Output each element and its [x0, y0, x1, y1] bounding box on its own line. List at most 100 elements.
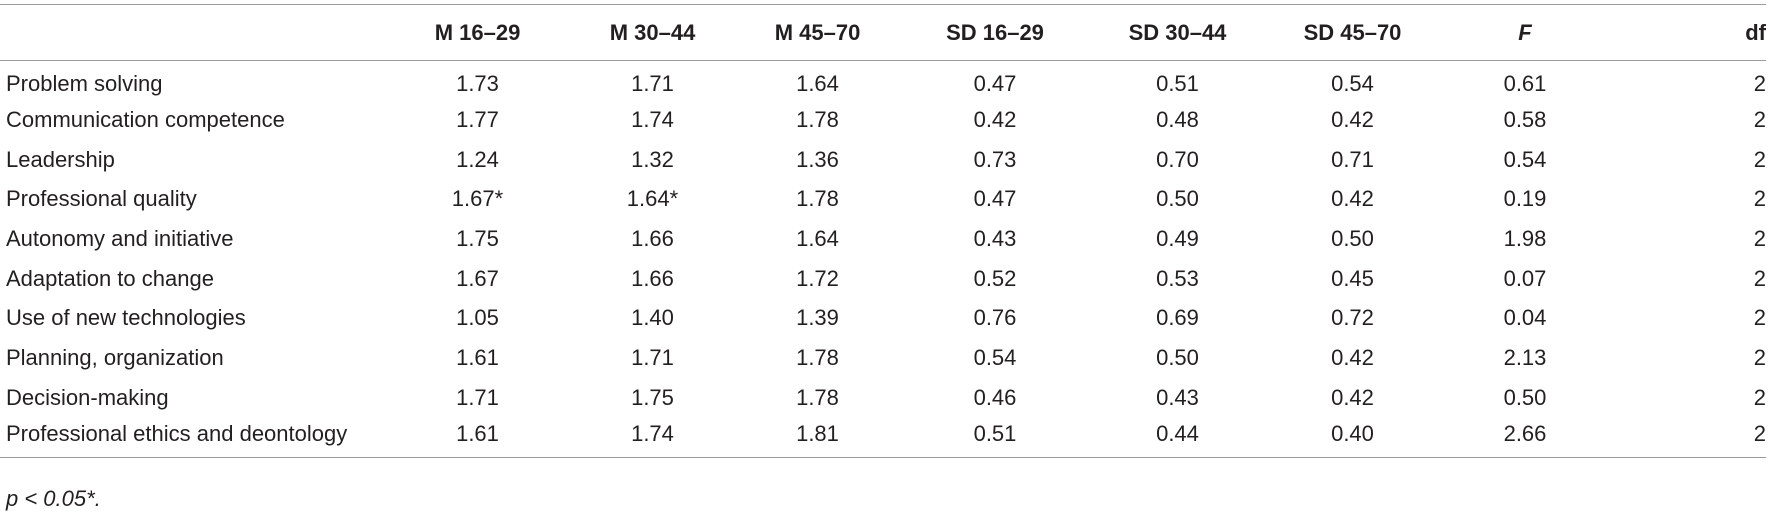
cell-sd-30-44: 0.43 — [1156, 384, 1199, 410]
cell-sd-45-70: 0.42 — [1331, 186, 1374, 212]
cell-m-45-70: 1.72 — [796, 265, 839, 291]
row-label: Leadership — [6, 146, 115, 172]
header-cell-label — [0, 4, 385, 61]
table-row: Adaptation to change 1.67 1.66 1.72 0.52 0.53… — [0, 259, 1766, 299]
cell-f: 0.61 — [1503, 70, 1547, 96]
cell-sd-16-29: 0.51 — [900, 417, 1090, 458]
cell-sd-30-44: 0.51 — [1156, 70, 1199, 96]
header-cell-m-45-70: M 45–70 — [735, 4, 900, 61]
row-label: Decision-making — [6, 384, 169, 410]
row-label: Communication competence — [6, 107, 285, 133]
cell-m-45-70: 1.64 — [796, 226, 839, 252]
cell-sd-16-29: 0.76 — [973, 305, 1017, 331]
cell-m-45-70: 1.78 — [796, 345, 839, 371]
cell-df: 2 — [1753, 107, 1766, 133]
cell-sd-16-29: 0.46 — [973, 384, 1017, 410]
cell-m-30-44: 1.74 — [570, 417, 735, 458]
table-row: Communication competence 1.77 1.74 1.78 0.42… — [0, 100, 1766, 140]
cell-sd-16-29: 0.43 — [973, 226, 1017, 252]
table-row: Autonomy and initiative 1.75 1.66 1.64 0.43 0… — [0, 219, 1766, 259]
table-row: Professional quality 1.67* 1.64* 1.78 0.47 0.… — [0, 180, 1766, 220]
table-row: Professional ethics and deontology 1.61 1.… — [0, 417, 1766, 458]
cell-df: 2 — [1753, 305, 1766, 331]
header-cell-f: F — [1440, 4, 1610, 61]
row-label: Problem solving — [6, 70, 163, 96]
header-cell-sd-16-29: SD 16–29 — [900, 4, 1090, 61]
cell-sd-30-44: 0.50 — [1156, 345, 1199, 371]
cell-sd-30-44: 0.48 — [1156, 107, 1199, 133]
cell-sd-30-44: 0.44 — [1090, 417, 1265, 458]
cell-m-16-29: 1.05 — [456, 305, 499, 331]
cell-f: 2.66 — [1440, 417, 1610, 458]
cell-m-16-29: 1.61 — [456, 345, 499, 371]
cell-m-30-44: 1.32 — [631, 146, 674, 172]
cell-m-30-44: 1.64* — [626, 186, 679, 212]
cell-sd-45-70: 0.40 — [1265, 417, 1440, 458]
cell-df: 2 — [1610, 417, 1766, 458]
table-row: Decision-making 1.71 1.75 1.78 0.46 0.43 0.42 0… — [0, 378, 1766, 418]
cell-sd-45-70: 0.72 — [1331, 305, 1374, 331]
header-cell-sd-45-70: SD 45–70 — [1265, 4, 1440, 61]
cell-sd-30-44: 0.49 — [1156, 226, 1199, 252]
table-row: Problem solving 1.73 1.71 1.64 0.47 0.51 0.54 0… — [0, 61, 1766, 101]
header-row: M 16–29 M 30–44 M 45–70 SD 16–29 SD 30–4… — [0, 4, 1766, 61]
cell-df: 2 — [1753, 384, 1766, 410]
cell-sd-45-70: 0.54 — [1331, 70, 1374, 96]
cell-m-30-44: 1.40 — [631, 305, 674, 331]
cell-sd-45-70: 0.71 — [1331, 146, 1374, 172]
cell-f: 2.13 — [1503, 345, 1547, 371]
cell-df: 2 — [1753, 186, 1766, 212]
cell-df: 2 — [1753, 70, 1766, 96]
cell-m-45-70: 1.39 — [796, 305, 839, 331]
cell-m-30-44: 1.71 — [631, 345, 674, 371]
cell-m-45-70: 1.81 — [735, 417, 900, 458]
cell-sd-16-29: 0.73 — [973, 146, 1017, 172]
footnote: p < 0.05*. — [6, 486, 101, 511]
row-label: Use of new technologies — [6, 305, 246, 331]
cell-m-16-29: 1.24 — [456, 146, 499, 172]
cell-sd-45-70: 0.42 — [1331, 345, 1374, 371]
cell-sd-16-29: 0.52 — [973, 265, 1017, 291]
table-body: Problem solving 1.73 1.71 1.64 0.47 0.51 0.54 0… — [0, 61, 1766, 458]
cell-m-45-70: 1.78 — [796, 186, 839, 212]
table-row: Leadership 1.24 1.32 1.36 0.73 0.70 0.71 0.54 2 — [0, 140, 1766, 180]
row-label: Planning, organization — [6, 345, 224, 371]
cell-sd-45-70: 0.45 — [1331, 265, 1374, 291]
row-label: Adaptation to change — [6, 265, 214, 291]
cell-sd-30-44: 0.53 — [1156, 265, 1199, 291]
cell-sd-45-70: 0.50 — [1331, 226, 1374, 252]
cell-m-30-44: 1.66 — [631, 265, 674, 291]
cell-df: 2 — [1753, 146, 1766, 172]
cell-df: 2 — [1753, 345, 1766, 371]
row-label: Autonomy and initiative — [6, 226, 234, 252]
header-cell-sd-30-44: SD 30–44 — [1090, 4, 1265, 61]
cell-m-45-70: 1.36 — [796, 146, 839, 172]
table-row: Use of new technologies 1.05 1.40 1.39 0.76 0… — [0, 299, 1766, 339]
table-header: M 16–29 M 30–44 M 45–70 SD 16–29 SD 30–4… — [0, 4, 1766, 61]
cell-m-16-29: 1.77 — [456, 107, 499, 133]
cell-f: 1.98 — [1503, 226, 1547, 252]
cell-sd-30-44: 0.50 — [1156, 186, 1199, 212]
cell-sd-30-44: 0.70 — [1156, 146, 1199, 172]
cell-sd-30-44: 0.69 — [1156, 305, 1199, 331]
cell-m-30-44: 1.71 — [631, 70, 674, 96]
header-cell-m-30-44: M 30–44 — [570, 4, 735, 61]
cell-m-16-29: 1.73 — [456, 70, 499, 96]
cell-m-45-70: 1.64 — [796, 70, 839, 96]
header-cell-df: df — [1610, 4, 1766, 61]
cell-m-16-29: 1.71 — [456, 384, 499, 410]
cell-sd-16-29: 0.54 — [973, 345, 1017, 371]
cell-f: 0.04 — [1503, 305, 1547, 331]
cell-f: 0.58 — [1503, 107, 1547, 133]
cell-m-16-29: 1.61 — [385, 417, 570, 458]
cell-df: 2 — [1753, 226, 1766, 252]
header-cell-m-16-29: M 16–29 — [385, 4, 570, 61]
cell-sd-16-29: 0.42 — [973, 107, 1017, 133]
cell-m-30-44: 1.66 — [631, 226, 674, 252]
cell-m-30-44: 1.75 — [631, 384, 674, 410]
cell-f: 0.50 — [1503, 384, 1547, 410]
cell-m-45-70: 1.78 — [796, 384, 839, 410]
cell-sd-45-70: 0.42 — [1331, 107, 1374, 133]
row-label: Professional quality — [6, 186, 197, 212]
cell-f: 0.54 — [1503, 146, 1547, 172]
